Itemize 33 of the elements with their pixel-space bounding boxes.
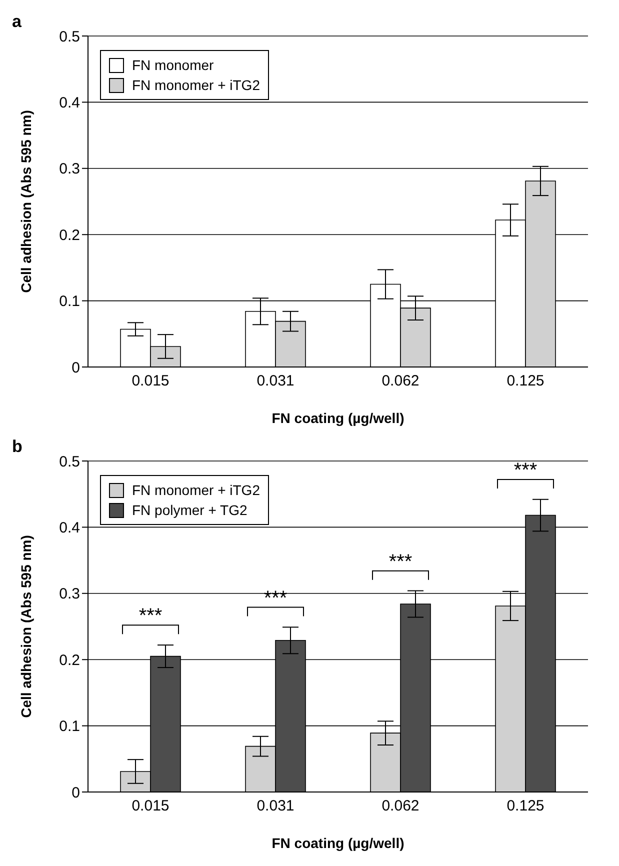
- x-tick-label: 0.062: [382, 798, 420, 815]
- y-tick-label: 0.1: [59, 293, 80, 310]
- x-tick-label: 0.125: [506, 798, 544, 815]
- x-tick-label: 0.031: [256, 372, 294, 390]
- y-tick-label: 0: [72, 359, 80, 376]
- y-tick-label: 0.1: [59, 718, 80, 736]
- y-axis-title: Cell adhesion (Abs 595 nm): [18, 110, 34, 293]
- y-tick-label: 0.4: [59, 94, 80, 112]
- annotation: ***: [514, 460, 538, 482]
- legend-label: FN polymer + TG2: [132, 501, 248, 520]
- x-tick-label: 0.062: [382, 372, 420, 390]
- x-tick-label: 0.015: [132, 798, 170, 815]
- y-tick-label: 0.2: [59, 226, 80, 244]
- y-tick-label: 0: [72, 784, 80, 802]
- x-tick-label: 0.015: [132, 372, 170, 390]
- y-tick-label: 0.2: [59, 652, 80, 669]
- y-tick-label: 0.3: [59, 160, 80, 178]
- y-axis-title: Cell adhesion (Abs 595 nm): [18, 535, 34, 718]
- y-tick-label: 0.4: [59, 520, 80, 537]
- annotation: ***: [388, 550, 412, 573]
- legend-label: FN monomer + iTG2: [132, 76, 260, 95]
- annotation: ***: [138, 605, 162, 628]
- x-axis-title: FN coating (µg/well): [272, 835, 404, 851]
- legend-label: FN monomer: [132, 56, 214, 75]
- chart-title: a: [12, 12, 22, 32]
- y-tick-label: 0.3: [59, 586, 80, 603]
- x-tick-label: 0.031: [256, 798, 294, 815]
- x-tick-label: 0.125: [506, 372, 544, 390]
- chart-title: b: [12, 437, 22, 457]
- y-tick-label: 0.5: [59, 453, 80, 470]
- x-axis-title: FN coating (µg/well): [272, 410, 404, 426]
- y-tick-label: 0.5: [59, 28, 80, 46]
- legend-label: FN monomer + iTG2: [132, 481, 260, 500]
